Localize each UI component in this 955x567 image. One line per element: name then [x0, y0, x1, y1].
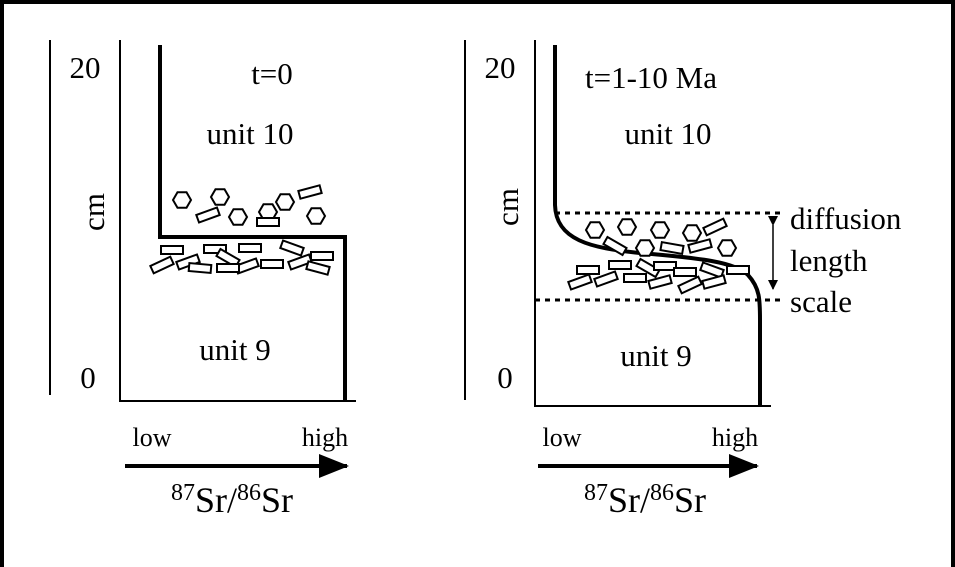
grains: [150, 185, 333, 274]
x-axis-label: 87Sr/86Sr: [584, 480, 706, 520]
rect-grain: [678, 277, 701, 294]
y-top-label: 20: [485, 50, 516, 85]
rect-grain: [660, 242, 683, 254]
rect-grain: [311, 252, 333, 260]
rect-grain: [654, 262, 676, 270]
rect-grain: [577, 266, 599, 274]
hexagon-grain: [683, 225, 701, 241]
rect-grain: [648, 275, 671, 288]
x-low-label: low: [543, 423, 582, 452]
mass: 87: [584, 480, 608, 506]
unit-label: unit 9: [620, 338, 691, 373]
annotation: diffusion: [790, 201, 902, 236]
rect-grain: [239, 244, 261, 252]
rect-grain: [257, 218, 279, 226]
hexagon-grain: [651, 222, 669, 238]
x-low-label: low: [133, 423, 172, 452]
rect-grain: [150, 257, 173, 274]
mass: 86: [650, 480, 674, 506]
annotation: length: [790, 243, 868, 278]
hexagon-grain: [718, 240, 736, 256]
element: Sr: [261, 480, 293, 520]
hexagon-grain: [173, 192, 191, 208]
unit-label: unit 10: [625, 116, 712, 151]
panel-left: 20 0 cm t=0 unit 10 unit 9 low high 87Sr…: [50, 40, 356, 520]
rect-grain: [624, 274, 646, 282]
hexagon-grain: [211, 189, 229, 205]
unit-label: unit 10: [207, 116, 294, 151]
figure: 20 0 cm t=0 unit 10 unit 9 low high 87Sr…: [0, 0, 955, 567]
x-high-label: high: [302, 423, 348, 452]
rect-grain: [603, 237, 626, 255]
rect-grain: [196, 207, 219, 222]
rect-grain: [568, 274, 591, 289]
element: Sr: [674, 480, 706, 520]
rect-grain: [727, 266, 749, 274]
rect-grain: [609, 261, 631, 269]
rect-grain: [280, 240, 303, 255]
rect-grain: [674, 268, 696, 276]
rect-grain: [306, 261, 329, 274]
time-label: t=0: [251, 56, 293, 91]
y-top-label: 20: [70, 50, 101, 85]
rect-grain: [161, 246, 183, 254]
rect-grain: [702, 275, 725, 288]
hexagon-grain: [586, 222, 604, 238]
annotation: scale: [790, 284, 852, 319]
x-axis-label: 87Sr/86Sr: [171, 480, 293, 520]
hexagon-grain: [229, 209, 247, 225]
mass: 87: [171, 480, 195, 506]
panel-right: 20 0 cm t=1-10 Ma unit 10 unit 9 low hig…: [465, 40, 902, 520]
element: Sr/: [608, 480, 650, 520]
y-bottom-label: 0: [497, 360, 513, 395]
hexagon-grain: [276, 194, 294, 210]
y-axis-label: cm: [76, 193, 111, 231]
y-bottom-label: 0: [80, 360, 96, 395]
rect-grain: [703, 219, 726, 236]
x-high-label: high: [712, 423, 758, 452]
hexagon-grain: [618, 219, 636, 235]
y-axis-label: cm: [490, 188, 525, 226]
rect-grain: [261, 260, 283, 268]
rect-grain: [217, 264, 239, 272]
unit-label: unit 9: [199, 332, 270, 367]
element: Sr/: [195, 480, 237, 520]
time-label: t=1-10 Ma: [585, 60, 717, 95]
hexagon-grain: [307, 208, 325, 224]
rect-grain: [298, 185, 321, 198]
rect-grain: [189, 263, 212, 273]
mass: 86: [237, 480, 261, 506]
hexagon-grain: [636, 240, 654, 256]
